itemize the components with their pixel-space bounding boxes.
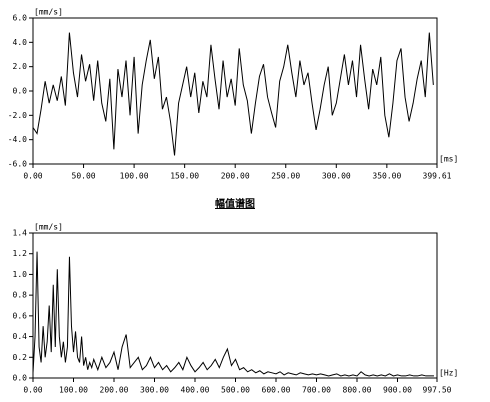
x-tick-label: 150.00 [170,172,199,181]
x-tick-label: 400.00 [181,386,210,395]
x-tick-label: 997.50 [423,386,452,395]
x-tick-label: 500.00 [221,386,250,395]
y-tick-label: -4.0 [8,135,27,144]
x-tick-label: 300.00 [322,172,351,181]
y-tick-label: 1.2 [13,249,28,258]
y-tick-label: 1.0 [13,270,28,279]
y-tick-label: 4.0 [13,38,28,47]
y-tick-label: 0.0 [13,374,28,383]
x-tick-label: 600.00 [262,386,291,395]
plot-frame [32,17,438,165]
y-tick-label: 0.8 [13,291,28,300]
y-tick-label: 2.0 [13,62,28,71]
y-tick-label: 6.0 [13,14,28,23]
y-tick-label: 0.2 [13,353,28,362]
y-tick-label: 1.4 [13,229,28,238]
y-tick-label: -6.0 [8,160,27,169]
x-tick-label: 200.00 [221,172,250,181]
x-unit: [Hz] [439,369,458,378]
x-tick-label: 50.00 [72,172,96,181]
x-tick-label: 100.00 [59,386,88,395]
signal-line [32,32,434,156]
x-tick-label: 0.00 [23,172,42,181]
x-tick-label: 250.00 [271,172,300,181]
chart-title: 幅值谱图 [215,197,255,210]
signal-line [32,251,434,377]
x-tick-label: 100.00 [120,172,149,181]
x-unit: [ms] [439,155,458,164]
x-tick-label: 900.00 [383,386,412,395]
x-tick-label: 300.00 [140,386,169,395]
y-tick-label: 0.0 [13,87,28,96]
y-unit: [mm/s] [34,223,63,232]
y-tick-label: 0.4 [13,332,28,341]
x-tick-label: 700.00 [302,386,331,395]
x-tick-label: 200.00 [100,386,129,395]
x-tick-label: 800.00 [343,386,372,395]
y-unit: [mm/s] [34,8,63,17]
plot-frame [32,232,438,379]
x-tick-label: 0.00 [23,386,42,395]
x-tick-label: 399.61 [423,172,452,181]
y-tick-label: -2.0 [8,111,27,120]
y-tick-label: 0.6 [13,311,28,320]
x-tick-label: 350.00 [372,172,401,181]
